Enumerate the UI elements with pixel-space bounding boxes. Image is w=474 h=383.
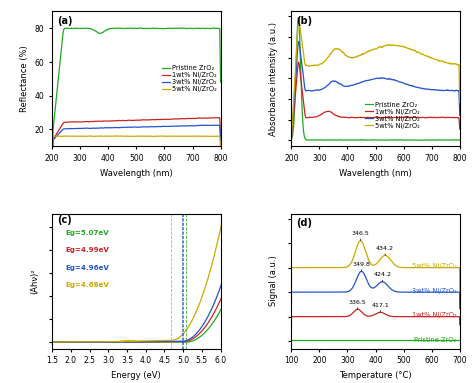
Text: (b): (b) (296, 16, 312, 26)
Legend: Pristine ZrO₂, 1wt% Ni/ZrO₂, 3wt% Ni/ZrO₂, 5wt% Ni/ZrO₂: Pristine ZrO₂, 1wt% Ni/ZrO₂, 3wt% Ni/ZrO… (161, 65, 217, 93)
Text: 5wt% Ni/ZrO₂: 5wt% Ni/ZrO₂ (411, 264, 456, 269)
Y-axis label: Absorbance intensity (a.u.): Absorbance intensity (a.u.) (269, 22, 278, 136)
Y-axis label: (Ahν)²: (Ahν)² (30, 268, 39, 294)
Text: (a): (a) (57, 16, 73, 26)
X-axis label: Wavelength (nm): Wavelength (nm) (100, 169, 173, 177)
Text: (d): (d) (296, 218, 312, 228)
Text: Eg=5.07eV: Eg=5.07eV (65, 230, 109, 236)
Text: Eg=4.99eV: Eg=4.99eV (65, 247, 109, 254)
Text: 336.5: 336.5 (349, 300, 366, 309)
X-axis label: Wavelength (nm): Wavelength (nm) (339, 169, 412, 177)
Legend: Pristine ZrO₂, 1wt% Ni/ZrO₂, 3wt% Ni/ZrO₂, 5wt% Ni/ZrO₂: Pristine ZrO₂, 1wt% Ni/ZrO₂, 3wt% Ni/ZrO… (365, 101, 420, 129)
Text: Eg=4.96eV: Eg=4.96eV (65, 265, 109, 271)
Text: 424.2: 424.2 (374, 272, 392, 282)
Text: 417.1: 417.1 (372, 303, 389, 312)
Text: Eg=4.68eV: Eg=4.68eV (65, 283, 109, 288)
Text: Pristine ZrO₂: Pristine ZrO₂ (414, 337, 456, 343)
Text: 434.2: 434.2 (376, 246, 394, 255)
Text: 1wt% Ni/ZrO₂: 1wt% Ni/ZrO₂ (411, 313, 456, 318)
Text: 346.5: 346.5 (352, 231, 369, 241)
X-axis label: Temperature (°C): Temperature (°C) (339, 371, 412, 380)
X-axis label: Energy (eV): Energy (eV) (111, 371, 161, 380)
Y-axis label: Signal (a.u.): Signal (a.u.) (269, 256, 278, 306)
Text: 349.8: 349.8 (353, 262, 370, 271)
Y-axis label: Reflectance (%): Reflectance (%) (20, 46, 29, 112)
Text: 3wt% Ni/ZrO₂: 3wt% Ni/ZrO₂ (411, 288, 456, 294)
Text: (c): (c) (57, 215, 72, 225)
